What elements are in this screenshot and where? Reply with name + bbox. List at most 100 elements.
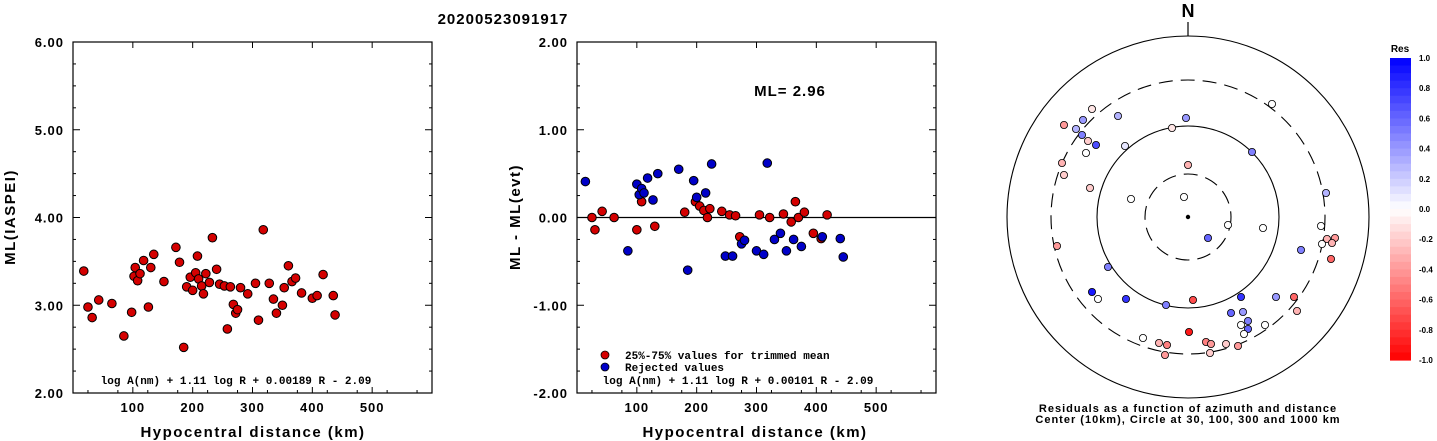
colorbar-segment [1390,110,1411,119]
plot2-data-point [716,206,727,217]
plot1-data-point [145,262,156,273]
colorbar-segment [1390,299,1411,308]
plot1-data-point [290,273,301,283]
plot1-data-point [258,224,269,235]
colorbar-segment [1390,269,1411,278]
plot1-data-point [318,269,328,280]
colorbar-segment [1390,58,1411,67]
plot1-y-axis-label: ML(IASPEI) [2,169,19,265]
plot2-y-axis-label: ML - ML(evt) [507,164,524,270]
ring-30km [1144,173,1232,261]
colorbar-segment [1390,73,1411,82]
plot2-data-point [790,196,801,207]
plot1-y-tick-label: 2.00 [35,386,64,401]
plot2-ml-label: ML= 2.96 [754,83,826,100]
station-marker [1207,339,1216,348]
plot1-data-point [328,290,339,301]
station-marker [1053,241,1062,250]
plot1-x-tick-label: 300 [240,400,265,415]
colorbar-tick-label: 0.8 [1419,84,1431,93]
plot1-data-point [277,300,288,311]
plot1-data-point [83,302,93,312]
plot2-data-point [838,252,849,262]
plot1-y-tick-label: 5.00 [35,123,64,138]
station-marker [1127,194,1136,203]
plot2-data-point [642,173,653,183]
plot1-data-point [148,249,159,260]
colorbar-segment [1390,284,1411,293]
station-marker [1328,238,1337,247]
plot1-frame [72,41,433,394]
station-marker [1272,292,1281,301]
plot2-data-point [739,235,750,246]
plot2-y-tick-label: -2.00 [533,386,568,401]
station-marker [1082,148,1091,157]
station-marker [1079,116,1088,125]
station-marker [1161,350,1170,359]
plot2-data-point [587,212,597,223]
colorbar-segment [1390,65,1411,74]
plot1-data-point [232,304,243,315]
station-marker [1088,105,1097,114]
colorbar-segment [1390,224,1411,233]
station-marker [1114,112,1123,121]
station-marker [1293,306,1302,315]
plot1-data-point [264,278,275,289]
plot2-data-point [597,206,607,217]
colorbar-segment [1390,307,1411,316]
colorbar-segment [1390,322,1411,331]
map-caption-line1: Residuals as a function of azimuth and d… [1039,403,1337,415]
station-marker [1092,140,1101,149]
station-marker [1163,340,1172,349]
station-marker [1227,308,1236,317]
plot2-data-point [817,232,828,242]
colorbar-segment [1390,103,1411,112]
residual-colorbar: Res 1.0 0.8 0.6 0.4 0.2 0.0 -0.2 -0.4 -0.6 -0.8 -1… [1390,44,1433,365]
colorbar-tick-label: -0.4 [1419,265,1433,274]
station-marker [1162,300,1171,309]
plot2-data-point [808,228,819,239]
plot1-y-tick-label: 6.00 [35,35,64,50]
plot2-x-tick-label: 200 [684,400,709,415]
plot1-data-point [119,331,129,341]
station-marker [1204,233,1213,242]
colorbar-segment [1390,239,1411,248]
colorbar-title: Res [1391,44,1410,55]
colorbar-segment [1390,148,1411,157]
plot2-data-point [700,188,711,198]
plot2-data-point [702,212,713,223]
colorbar-segment [1390,246,1411,255]
colorbar-segment [1390,329,1411,338]
colorbar-segment [1390,125,1411,135]
station-marker [1189,295,1198,304]
plot2-data-point [835,233,846,244]
plot2-data-point [590,224,600,235]
colorbar-segment [1390,276,1411,286]
plot2-data-point [727,251,738,261]
north-label: N [1182,1,1195,21]
colorbar-tick-label: 0.2 [1419,175,1431,184]
plot1-x-tick-label: 500 [360,400,385,415]
plot1-data-point [171,242,181,253]
plot2-x-axis-label: Hypocentral distance (km) [642,424,867,441]
colorbar-segment [1390,156,1411,165]
station-marker [1327,254,1336,263]
station-marker [1237,292,1246,301]
plot2-x-tick-label: 300 [744,400,769,415]
station-marker [1224,220,1233,229]
plot1-data-point [207,232,218,243]
colorbar-segment [1390,95,1411,104]
station-marker [1060,170,1069,179]
station-marker [1078,130,1087,139]
plot1-formula: log A(nm) + 1.11 log R + 0.00189 R - 2.0… [101,376,372,388]
plot1-data-point [93,295,104,305]
colorbar-segment [1390,141,1411,150]
plot2-data-point [682,265,693,275]
station-marker [1318,239,1327,248]
plot2-data-point [778,209,789,219]
colorbar-tick-label: 0.6 [1419,114,1431,123]
plot1-data-point [235,282,246,293]
station-marker [1222,339,1231,348]
colorbar-segment [1390,231,1411,240]
residual-vs-distance-chart: 100 200 300 400 500 -2.00 -1.00 0.00 1.00 2.00 ML… [507,35,937,441]
